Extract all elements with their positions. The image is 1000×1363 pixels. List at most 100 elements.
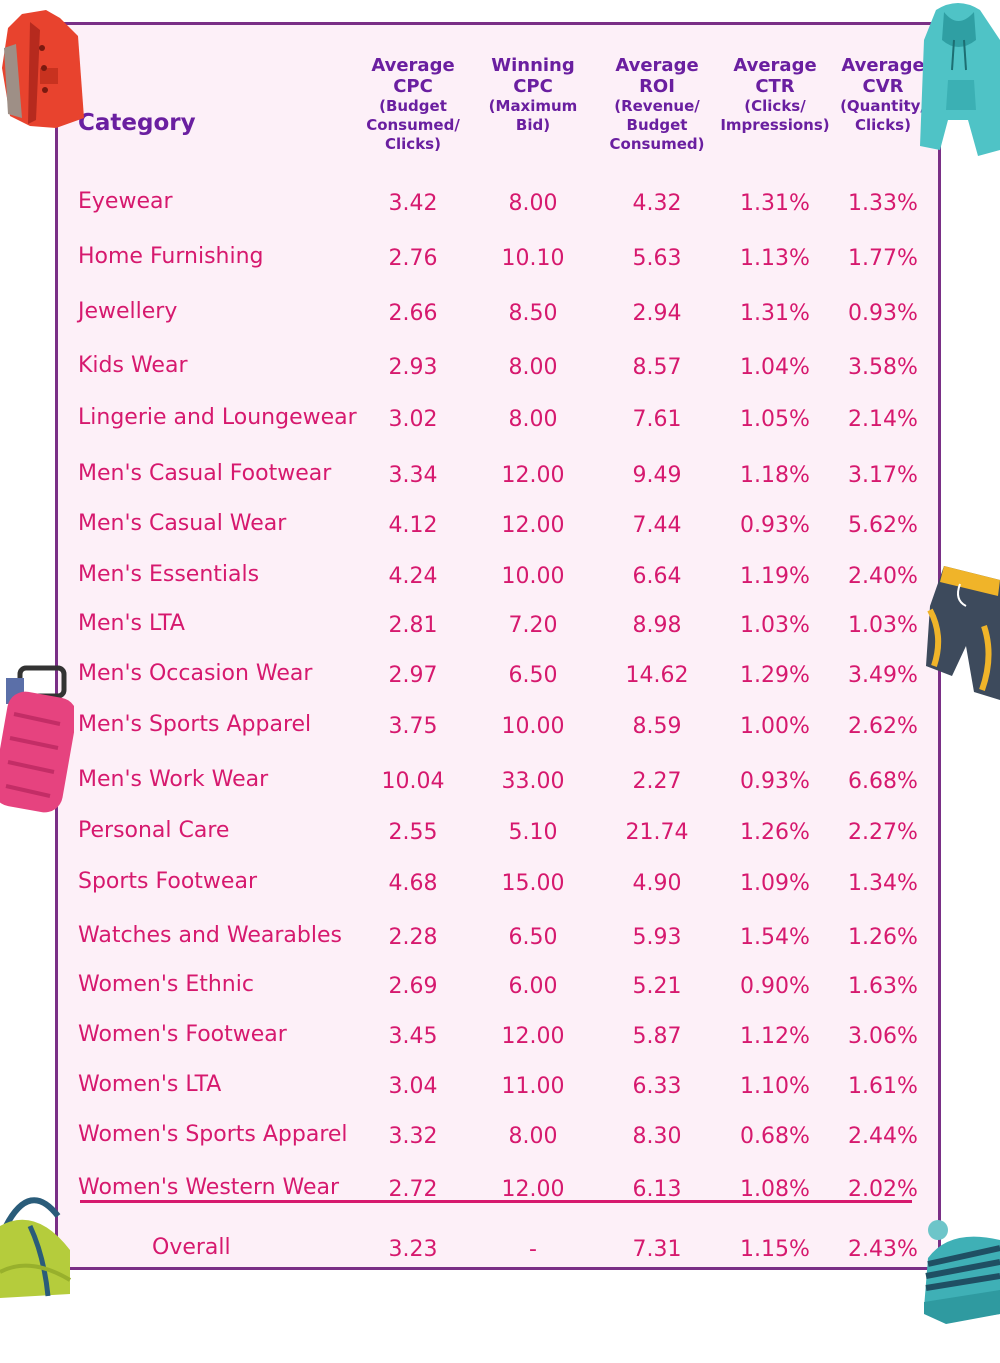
jacket-icon [2, 10, 84, 128]
value-cell: 6.00 [508, 974, 558, 999]
column-header-title-line: Average [371, 55, 455, 76]
value-cell: 0.68% [740, 1124, 810, 1149]
category-cell: Men's Essentials [78, 562, 260, 587]
category-cell: Men's Casual Footwear [78, 461, 332, 486]
value-cell: 8.30 [632, 1124, 682, 1149]
category-cell: Women's Ethnic [78, 972, 254, 997]
category-cell: Kids Wear [78, 353, 188, 378]
category-cell: Jewellery [78, 299, 178, 324]
value-cell: 8.00 [508, 1124, 558, 1149]
value-cell: 2.93 [388, 355, 438, 380]
value-cell: - [529, 1237, 537, 1262]
value-cell: 3.58% [848, 355, 918, 380]
value-cell: 3.32 [388, 1124, 438, 1149]
value-cell: 1.54% [740, 925, 810, 950]
value-cell: 8.00 [508, 407, 558, 432]
column-header-title-line: CPC [513, 76, 553, 97]
handbag-icon [0, 1197, 72, 1298]
value-cell: 1.03% [740, 613, 810, 638]
value-cell: 12.00 [501, 1177, 565, 1202]
value-cell: 15.00 [501, 871, 565, 896]
value-cell: 4.32 [632, 191, 682, 216]
value-cell: 2.40% [848, 564, 918, 589]
value-cell: 12.00 [501, 513, 565, 538]
column-header-title-line: CVR [862, 76, 904, 97]
value-cell: 1.03% [848, 613, 918, 638]
value-cell: 3.75 [388, 714, 438, 739]
column-header-subtitle-line: Impressions) [720, 116, 830, 134]
column-header: Average CTR (Clicks/Impressions) [715, 55, 835, 135]
value-cell: 5.62% [848, 513, 918, 538]
value-cell: 1.12% [740, 1024, 810, 1049]
column-header-title-line: CTR [755, 76, 795, 97]
category-cell: Women's Western Wear [78, 1175, 340, 1200]
column-header-subtitle-line: Clicks) [385, 135, 441, 153]
value-cell: 1.08% [740, 1177, 810, 1202]
beanie-icon [924, 1220, 1000, 1324]
value-cell: 4.68 [388, 871, 438, 896]
value-cell: 6.33 [632, 1074, 682, 1099]
value-cell: 2.72 [388, 1177, 438, 1202]
column-header-subtitle-line: (Budget [379, 97, 447, 115]
column-header: Average ROI (Revenue/Budget Consumed) [597, 55, 717, 154]
value-cell: 1.15% [740, 1237, 810, 1262]
value-cell: 0.93% [740, 769, 810, 794]
value-cell: 2.97 [388, 663, 438, 688]
category-cell: Men's Sports Apparel [78, 712, 312, 737]
column-header-subtitle-line: Bid) [515, 116, 551, 134]
value-cell: 2.43% [848, 1237, 918, 1262]
value-cell: 5.93 [632, 925, 682, 950]
value-cell: 33.00 [501, 769, 565, 794]
value-cell: 0.90% [740, 974, 810, 999]
column-header-subtitle-line: (Maximum [488, 97, 578, 115]
category-cell: Men's LTA [78, 611, 185, 636]
value-cell: 6.50 [508, 663, 558, 688]
column-header: Average CPC (Budget Consumed/Clicks) [353, 55, 473, 154]
value-cell: 3.34 [388, 463, 438, 488]
value-cell: 3.04 [388, 1074, 438, 1099]
value-cell: 3.42 [388, 191, 438, 216]
value-cell: 2.62% [848, 714, 918, 739]
value-cell: 8.59 [632, 714, 682, 739]
value-cell: 3.45 [388, 1024, 438, 1049]
value-cell: 7.31 [632, 1237, 682, 1262]
column-header-subtitle-line: Budget [626, 116, 688, 134]
category-cell: Watches and Wearables [78, 923, 342, 948]
column-header: Winning CPC (Maximum Bid) [473, 55, 593, 135]
category-cell: Overall [152, 1235, 231, 1260]
column-header-title-line: Average [841, 55, 925, 76]
value-cell: 2.44% [848, 1124, 918, 1149]
value-cell: 11.00 [501, 1074, 565, 1099]
column-header-subtitle-line: (Revenue/ [614, 97, 700, 115]
value-cell: 2.81 [388, 613, 438, 638]
category-cell: Men's Occasion Wear [78, 661, 313, 686]
value-cell: 5.63 [632, 246, 682, 271]
value-cell: 1.31% [740, 301, 810, 326]
value-cell: 1.26% [848, 925, 918, 950]
value-cell: 14.62 [625, 663, 689, 688]
value-cell: 4.90 [632, 871, 682, 896]
value-cell: 2.27 [632, 769, 682, 794]
value-cell: 1.00% [740, 714, 810, 739]
value-cell: 8.00 [508, 355, 558, 380]
column-header-subtitle-line: Consumed/ [366, 116, 460, 134]
value-cell: 1.18% [740, 463, 810, 488]
value-cell: 6.68% [848, 769, 918, 794]
value-cell: 2.14% [848, 407, 918, 432]
value-cell: 3.06% [848, 1024, 918, 1049]
suitcase-icon [0, 665, 74, 813]
value-cell: 1.05% [740, 407, 810, 432]
category-cell: Sports Footwear [78, 869, 257, 894]
value-cell: 5.87 [632, 1024, 682, 1049]
value-cell: 6.13 [632, 1177, 682, 1202]
value-cell: 8.00 [508, 191, 558, 216]
table-panel [55, 22, 941, 1270]
value-cell: 2.76 [388, 246, 438, 271]
hoodie-icon [920, 3, 1000, 156]
value-cell: 10.00 [501, 564, 565, 589]
value-cell: 1.33% [848, 191, 918, 216]
value-cell: 3.23 [388, 1237, 438, 1262]
column-header-subtitle-line: Clicks) [855, 116, 911, 134]
column-header-title-line: Winning [491, 55, 575, 76]
category-cell: Women's Sports Apparel [78, 1122, 348, 1147]
